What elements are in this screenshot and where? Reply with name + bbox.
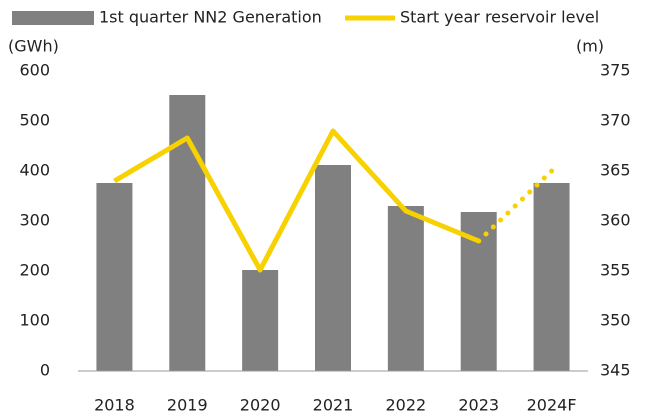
- y-tick-label: 400: [19, 161, 50, 180]
- y2-tick-label: 355: [600, 261, 631, 280]
- y-tick-label: 200: [19, 261, 50, 280]
- y2-tick-label: 375: [600, 61, 631, 80]
- y-axis-label: (GWh): [8, 37, 59, 56]
- y2-tick-label: 360: [600, 211, 631, 230]
- y-tick-label: 300: [19, 211, 50, 230]
- x-tick-label: 2022: [385, 396, 426, 415]
- line-series: [113, 128, 480, 273]
- line-series-forecast: [476, 168, 555, 244]
- y2-tick-label: 370: [600, 111, 631, 130]
- x-tick-label: 2021: [313, 396, 354, 415]
- y2-axis-label: (m): [576, 37, 604, 56]
- x-tick-label: 2023: [458, 396, 499, 415]
- x-tick-label: 2019: [167, 396, 208, 415]
- x-tick-label: 2020: [240, 396, 281, 415]
- y-tick-label: 100: [19, 311, 50, 330]
- y-tick-label: 0: [40, 361, 50, 380]
- legend-swatch: [12, 11, 94, 25]
- y-tick-label: 600: [19, 61, 50, 80]
- y2-tick-label: 350: [600, 311, 631, 330]
- legend-label: 1st quarter NN2 Generation: [99, 8, 322, 27]
- y2-tick-label: 345: [600, 361, 631, 380]
- y-tick-label: 500: [19, 111, 50, 130]
- bar: [387, 206, 424, 371]
- bar: [242, 270, 279, 371]
- x-tick-label: 2018: [94, 396, 135, 415]
- bar: [96, 183, 133, 371]
- legend-label: Start year reservoir level: [400, 8, 599, 27]
- bar: [315, 165, 351, 371]
- bar: [533, 183, 570, 371]
- x-tick-label: 2024F: [527, 396, 577, 415]
- y2-tick-label: 365: [600, 161, 631, 180]
